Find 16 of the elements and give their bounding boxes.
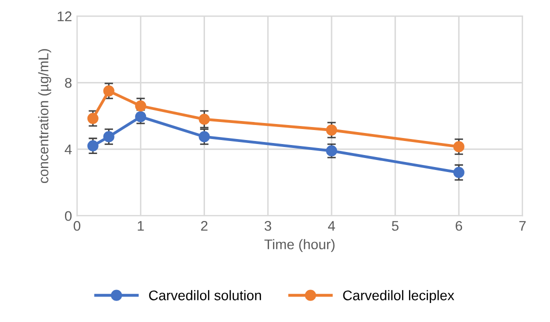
x-tick-label: 5: [392, 221, 398, 231]
y-tick-label: 0: [64, 211, 72, 221]
x-axis-title: Time (hour): [264, 239, 335, 252]
y-tick-label: 4: [64, 144, 72, 154]
x-tick-label: 6: [456, 220, 462, 231]
y-axis-title: concentration (µg/mL): [38, 49, 52, 184]
y-tick-label: 12: [58, 11, 72, 22]
x-tick-label: 1: [138, 221, 144, 231]
y-tick-label: 8: [65, 78, 72, 88]
x-tick-label: 7: [519, 221, 526, 231]
x-tick-label: 2: [201, 220, 208, 231]
x-tick-label: 0: [74, 220, 80, 231]
legend-label: Carvedilol leciplex: [343, 290, 454, 304]
x-tick-label: 3: [264, 220, 272, 231]
legend-label: Carvedilol solution: [149, 290, 261, 300]
x-tick-label: 4: [328, 221, 336, 231]
